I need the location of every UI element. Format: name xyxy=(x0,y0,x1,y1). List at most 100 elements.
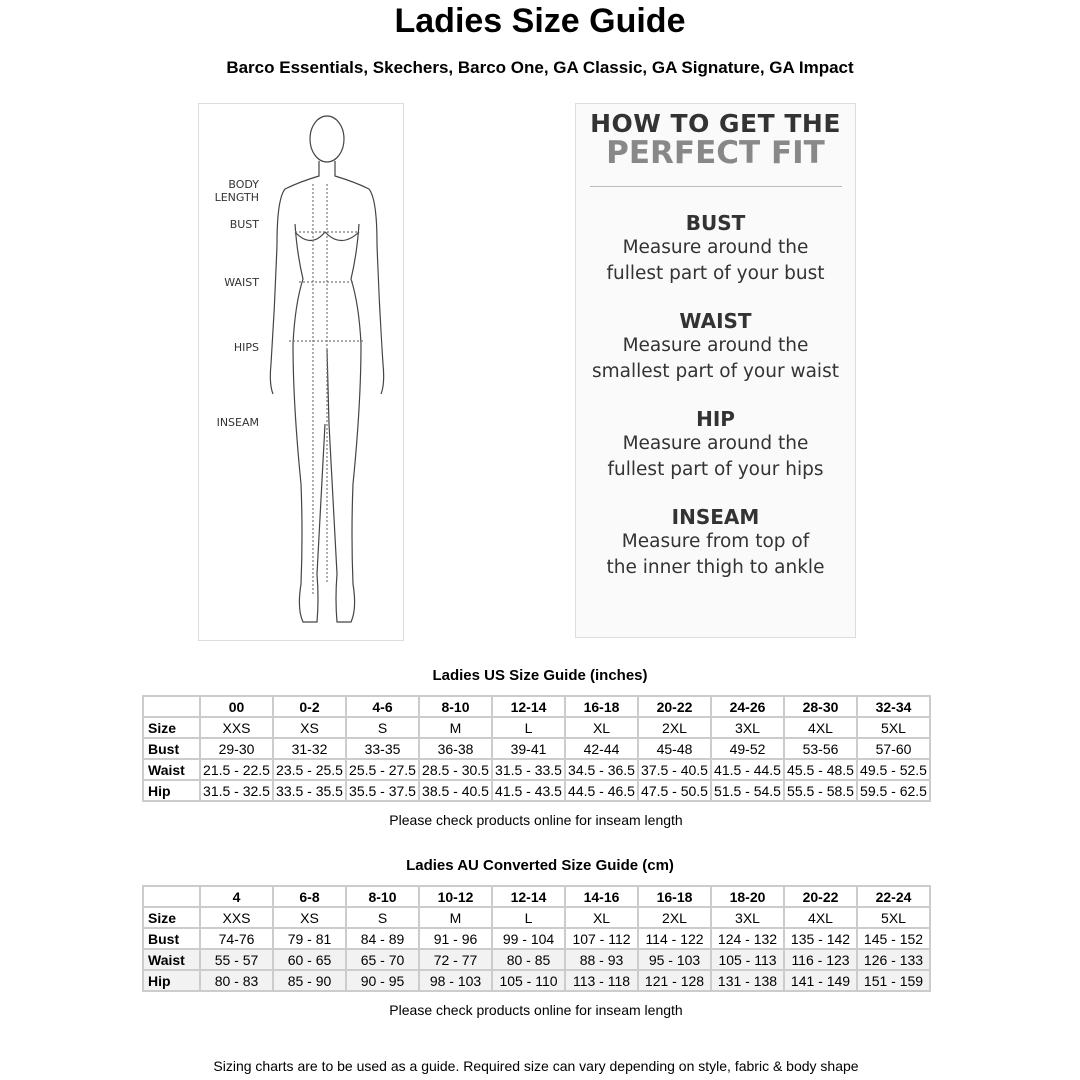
table-cell: 31-32 xyxy=(272,737,347,760)
table-cell: 38.5 - 40.5 xyxy=(418,779,493,802)
us-inseam-note: Please check products online for inseam … xyxy=(389,812,683,828)
body-outline-icon xyxy=(269,115,385,623)
table-cell: 145 - 152 xyxy=(856,927,931,950)
table-cell: 88 - 93 xyxy=(564,948,639,971)
fit-section-inseam: INSEAM Measure from top of the inner thigh… xyxy=(576,505,855,581)
fit-section-bust: BUST Measure around the fullest part of yo… xyxy=(576,211,855,287)
size-header-cell: 18-20 xyxy=(710,885,785,908)
table-cell: 57-60 xyxy=(856,737,931,760)
table-cell: 39-41 xyxy=(491,737,566,760)
table-cell: 107 - 112 xyxy=(564,927,639,950)
label-inseam: INSEAM xyxy=(216,416,259,429)
table-cell: 99 - 104 xyxy=(491,927,566,950)
table-cell: 28.5 - 30.5 xyxy=(418,758,493,781)
table-row: Hip 80 - 83 85 - 90 90 - 95 98 - 103 105 - 11… xyxy=(142,969,931,992)
au-inseam-note: Please check products online for inseam … xyxy=(389,1002,683,1018)
row-label: Waist xyxy=(142,948,201,971)
row-label: Hip xyxy=(142,779,201,802)
body-measurement-figure: BODY LENGTH BUST WAIST HIPS INSEAM xyxy=(198,103,404,641)
table-cell: 2XL xyxy=(637,716,712,739)
row-label: Bust xyxy=(142,927,201,950)
table-cell: 42-44 xyxy=(564,737,639,760)
table-cell: 51.5 - 54.5 xyxy=(710,779,785,802)
table-row: Size XXS XS S M L XL 2XL 3XL 4XL 5XL xyxy=(142,906,931,929)
size-header-cell: 16-18 xyxy=(637,885,712,908)
table-cell: 53-56 xyxy=(783,737,858,760)
table-cell: 105 - 110 xyxy=(491,969,566,992)
size-header-cell: 8-10 xyxy=(418,695,493,718)
table-row: Hip 31.5 - 32.5 33.5 - 35.5 35.5 - 37.5 38.5… xyxy=(142,779,931,802)
table-cell: 3XL xyxy=(710,716,785,739)
table-row: Bust 74-76 79 - 81 84 - 89 91 - 96 99 - 104 10… xyxy=(142,927,931,950)
table-cell: 141 - 149 xyxy=(783,969,858,992)
row-label: Waist xyxy=(142,758,201,781)
table-cell: L xyxy=(491,906,566,929)
table-cell: 80 - 83 xyxy=(199,969,274,992)
fit-section-hip: HIP Measure around the fullest part of you… xyxy=(576,407,855,483)
table-cell: 55 - 57 xyxy=(199,948,274,971)
table-cell: 65 - 70 xyxy=(345,948,420,971)
table-cell: 31.5 - 33.5 xyxy=(491,758,566,781)
table-cell: 90 - 95 xyxy=(345,969,420,992)
size-header-cell: 20-22 xyxy=(637,695,712,718)
table-cell: 25.5 - 27.5 xyxy=(345,758,420,781)
fit-heading: HOW TO GET THE xyxy=(590,109,841,138)
label-hips: HIPS xyxy=(233,341,259,354)
section-text: Measure around the xyxy=(622,335,809,356)
table-cell: 55.5 - 58.5 xyxy=(783,779,858,802)
table-cell: 35.5 - 37.5 xyxy=(345,779,420,802)
table-cell: 95 - 103 xyxy=(637,948,712,971)
size-header-cell: 32-34 xyxy=(856,695,931,718)
table-cell: 116 - 123 xyxy=(783,948,858,971)
us-size-table: 00 0-2 4-6 8-10 12-14 16-18 20-22 24-26 28-30 32-… xyxy=(142,695,931,802)
size-header-cell: 8-10 xyxy=(345,885,420,908)
table-cell: 151 - 159 xyxy=(856,969,931,992)
table-cell: 2XL xyxy=(637,906,712,929)
section-text: fullest part of your bust xyxy=(606,263,825,284)
table-cell: 80 - 85 xyxy=(491,948,566,971)
table-cell: 41.5 - 43.5 xyxy=(491,779,566,802)
row-label: Size xyxy=(142,906,201,929)
table-cell: 47.5 - 50.5 xyxy=(637,779,712,802)
table-cell: 4XL xyxy=(783,906,858,929)
table-cell: S xyxy=(345,716,420,739)
table-cell: XXS xyxy=(199,906,274,929)
au-table-title: Ladies AU Converted Size Guide (cm) xyxy=(406,857,674,874)
perfect-fit-panel: HOW TO GET THE PERFECT FIT BUST Measure a… xyxy=(575,103,856,638)
table-cell: 21.5 - 22.5 xyxy=(199,758,274,781)
table-cell: 33-35 xyxy=(345,737,420,760)
table-cell: 49-52 xyxy=(710,737,785,760)
table-cell: 45.5 - 48.5 xyxy=(783,758,858,781)
size-header-cell: 10-12 xyxy=(418,885,493,908)
size-header-cell: 12-14 xyxy=(491,695,566,718)
row-label: Hip xyxy=(142,969,201,992)
size-header-cell: 20-22 xyxy=(783,885,858,908)
section-title: BUST xyxy=(685,211,746,235)
section-title: WAIST xyxy=(679,309,752,333)
table-cell: 33.5 - 35.5 xyxy=(272,779,347,802)
table-cell: 113 - 118 xyxy=(564,969,639,992)
size-header-cell: 4-6 xyxy=(345,695,420,718)
table-cell: 4XL xyxy=(783,716,858,739)
table-cell: XXS xyxy=(199,716,274,739)
size-header-cell: 00 xyxy=(199,695,274,718)
row-label: Size xyxy=(142,716,201,739)
table-cell: 31.5 - 32.5 xyxy=(199,779,274,802)
table-cell: 60 - 65 xyxy=(272,948,347,971)
table-cell: 5XL xyxy=(856,906,931,929)
size-header-cell: 28-30 xyxy=(783,695,858,718)
table-row: Size XXS XS S M L XL 2XL 3XL 4XL 5XL xyxy=(142,716,931,739)
table-row: Waist 55 - 57 60 - 65 65 - 70 72 - 77 80 - 85… xyxy=(142,948,931,971)
table-cell: XL xyxy=(564,716,639,739)
table-cell: L xyxy=(491,716,566,739)
table-cell: 36-38 xyxy=(418,737,493,760)
section-text: Measure from top of xyxy=(621,531,810,552)
table-cell: 49.5 - 52.5 xyxy=(856,758,931,781)
table-cell: 91 - 96 xyxy=(418,927,493,950)
section-text: the inner thigh to ankle xyxy=(606,557,825,578)
size-header-cell: 16-18 xyxy=(564,695,639,718)
table-cell: 5XL xyxy=(856,716,931,739)
fit-heading-accent: PERFECT FIT xyxy=(606,135,825,171)
table-cell: 34.5 - 36.5 xyxy=(564,758,639,781)
table-cell: 79 - 81 xyxy=(272,927,347,950)
